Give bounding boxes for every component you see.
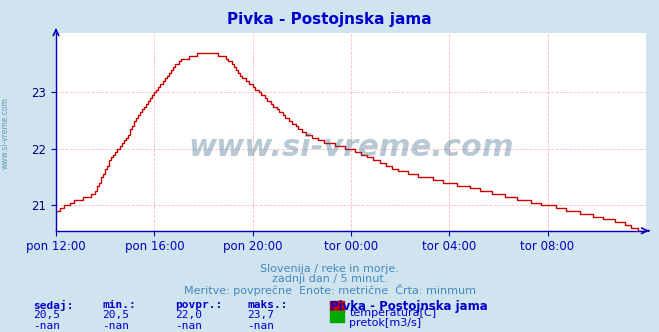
Text: www.si-vreme.com: www.si-vreme.com — [1, 97, 10, 169]
Text: Pivka - Postojnska jama: Pivka - Postojnska jama — [330, 300, 487, 313]
Text: -nan: -nan — [102, 321, 129, 331]
Text: www.si-vreme.com: www.si-vreme.com — [188, 133, 514, 162]
Text: temperatura[C]: temperatura[C] — [349, 308, 436, 318]
Text: pretok[m3/s]: pretok[m3/s] — [349, 318, 421, 328]
Text: sedaj:: sedaj: — [33, 300, 73, 311]
Text: -nan: -nan — [247, 321, 274, 331]
Text: 20,5: 20,5 — [102, 310, 129, 320]
Text: povpr.:: povpr.: — [175, 300, 222, 310]
Text: maks.:: maks.: — [247, 300, 287, 310]
Text: Slovenija / reke in morje.: Slovenija / reke in morje. — [260, 264, 399, 274]
Text: -nan: -nan — [175, 321, 202, 331]
Text: Pivka - Postojnska jama: Pivka - Postojnska jama — [227, 12, 432, 27]
Text: zadnji dan / 5 minut.: zadnji dan / 5 minut. — [272, 274, 387, 284]
Text: 22,0: 22,0 — [175, 310, 202, 320]
Text: 23,7: 23,7 — [247, 310, 274, 320]
Text: -nan: -nan — [33, 321, 60, 331]
Text: Meritve: povprečne  Enote: metrične  Črta: minmum: Meritve: povprečne Enote: metrične Črta:… — [183, 284, 476, 296]
Text: min.:: min.: — [102, 300, 136, 310]
Text: 20,5: 20,5 — [33, 310, 60, 320]
